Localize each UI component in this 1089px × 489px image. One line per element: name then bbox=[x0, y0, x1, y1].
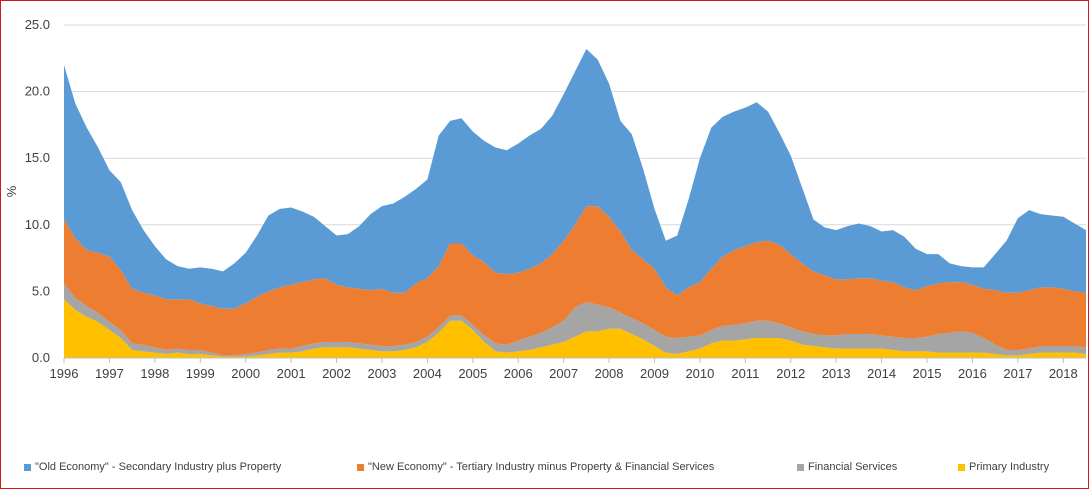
x-tick-label-2017: 2017 bbox=[1003, 366, 1032, 381]
legend-item-new-economy: "New Economy" - Tertiary Industry minus … bbox=[357, 461, 714, 473]
legend-label-new-economy: "New Economy" - Tertiary Industry minus … bbox=[368, 461, 715, 473]
x-tick-label-2012: 2012 bbox=[776, 366, 805, 381]
x-tick-label-2000: 2000 bbox=[231, 366, 260, 381]
x-tick-label-2003: 2003 bbox=[367, 366, 396, 381]
y-axis-title: % bbox=[4, 185, 19, 197]
legend-swatch-new-economy bbox=[357, 463, 364, 471]
x-tick-label-1999: 1999 bbox=[186, 366, 215, 381]
y-tick-label-2: 10.0 bbox=[25, 217, 50, 232]
legend-item-old-economy: "Old Economy" - Secondary Industry plus … bbox=[24, 461, 281, 473]
x-tick-label-1997: 1997 bbox=[95, 366, 124, 381]
y-tick-label-0: 0.0 bbox=[32, 350, 50, 365]
x-tick-label-2009: 2009 bbox=[640, 366, 669, 381]
y-tick-label-5: 25.0 bbox=[25, 17, 50, 32]
x-tick-label-2010: 2010 bbox=[685, 366, 714, 381]
legend-label-primary-industry: Primary Industry bbox=[969, 461, 1050, 473]
x-tick-label-2015: 2015 bbox=[913, 366, 942, 381]
x-tick-label-2014: 2014 bbox=[867, 366, 896, 381]
x-tick-label-2002: 2002 bbox=[322, 366, 351, 381]
stacked-areas bbox=[64, 48, 1086, 358]
area-series-3 bbox=[64, 48, 1086, 309]
legend-label-financial-services: Financial Services bbox=[808, 461, 898, 473]
x-tick-label-2007: 2007 bbox=[549, 366, 578, 381]
area-series-1 bbox=[64, 283, 1086, 357]
x-tick-label-2018: 2018 bbox=[1049, 366, 1078, 381]
x-tick-label-1996: 1996 bbox=[50, 366, 79, 381]
area-series-0 bbox=[64, 299, 1086, 358]
x-tick-labels: 1996 1997 1998 1999 2000 2001 2002 2003 2004 2005… bbox=[50, 358, 1078, 381]
x-tick-label-2001: 2001 bbox=[277, 366, 306, 381]
area-series-2 bbox=[64, 206, 1086, 356]
y-tick-label-1: 5.0 bbox=[32, 283, 50, 298]
legend-item-primary-industry: Primary Industry bbox=[958, 461, 1049, 473]
y-tick-label-3: 15.0 bbox=[25, 150, 50, 165]
x-tick-label-2011: 2011 bbox=[731, 366, 759, 381]
x-tick-label-2008: 2008 bbox=[595, 366, 624, 381]
y-tick-label-4: 20.0 bbox=[25, 84, 50, 99]
y-tick-labels: 0.0 5.0 10.0 15.0 20.0 25.0 bbox=[25, 17, 50, 365]
legend-label-old-economy: "Old Economy" - Secondary Industry plus … bbox=[35, 461, 282, 473]
x-tick-label-2006: 2006 bbox=[504, 366, 533, 381]
legend-swatch-primary-industry bbox=[958, 463, 965, 471]
legend-swatch-financial-services bbox=[797, 463, 804, 471]
x-tick-label-2013: 2013 bbox=[822, 366, 851, 381]
legend-swatch-old-economy bbox=[24, 463, 31, 471]
legend: "Old Economy" - Secondary Industry plus … bbox=[0, 461, 1089, 477]
legend-item-financial-services: Financial Services bbox=[797, 461, 897, 473]
x-tick-label-2005: 2005 bbox=[458, 366, 487, 381]
x-tick-label-2004: 2004 bbox=[413, 366, 442, 381]
x-tick-label-2016: 2016 bbox=[958, 366, 987, 381]
x-tick-label-1998: 1998 bbox=[140, 366, 169, 381]
